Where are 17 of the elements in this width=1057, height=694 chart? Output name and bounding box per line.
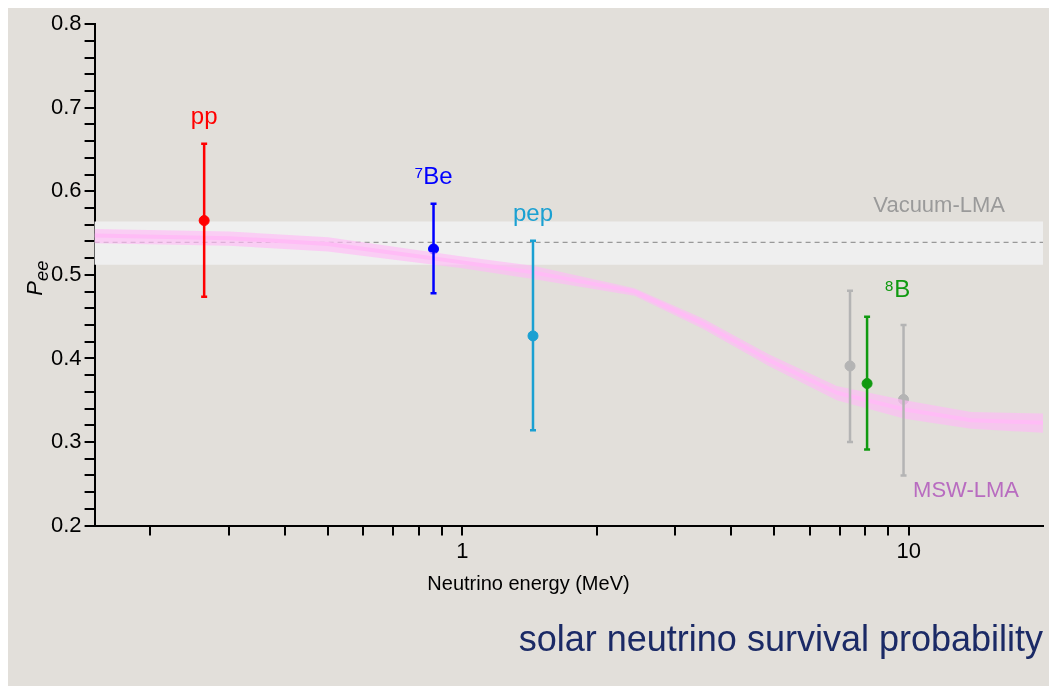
y-tick-label: 0.8 bbox=[50, 10, 82, 36]
y-tick-label: 0.7 bbox=[50, 93, 82, 119]
y-tick-label: 0.2 bbox=[50, 511, 82, 537]
y-tick-label: 0.4 bbox=[50, 344, 82, 370]
text: pp bbox=[190, 102, 218, 130]
x-tick-label: 10 bbox=[896, 537, 921, 563]
text: ⁸B bbox=[884, 275, 911, 303]
band-label: Vacuum-LMA bbox=[873, 192, 1006, 218]
y-tick-label: 0.6 bbox=[50, 177, 82, 203]
x-axis-title: Neutrino energy (MeV) bbox=[426, 572, 631, 595]
text: ⁷Be bbox=[414, 162, 453, 190]
text: solar neutrino survival probability bbox=[518, 618, 1043, 660]
text: MSW-LMA bbox=[913, 476, 1020, 502]
y-tick-label: 0.3 bbox=[50, 428, 82, 454]
x-tick-label: 1 bbox=[456, 537, 469, 563]
y-tick-label: 0.5 bbox=[50, 260, 82, 286]
text: pep bbox=[512, 199, 554, 227]
